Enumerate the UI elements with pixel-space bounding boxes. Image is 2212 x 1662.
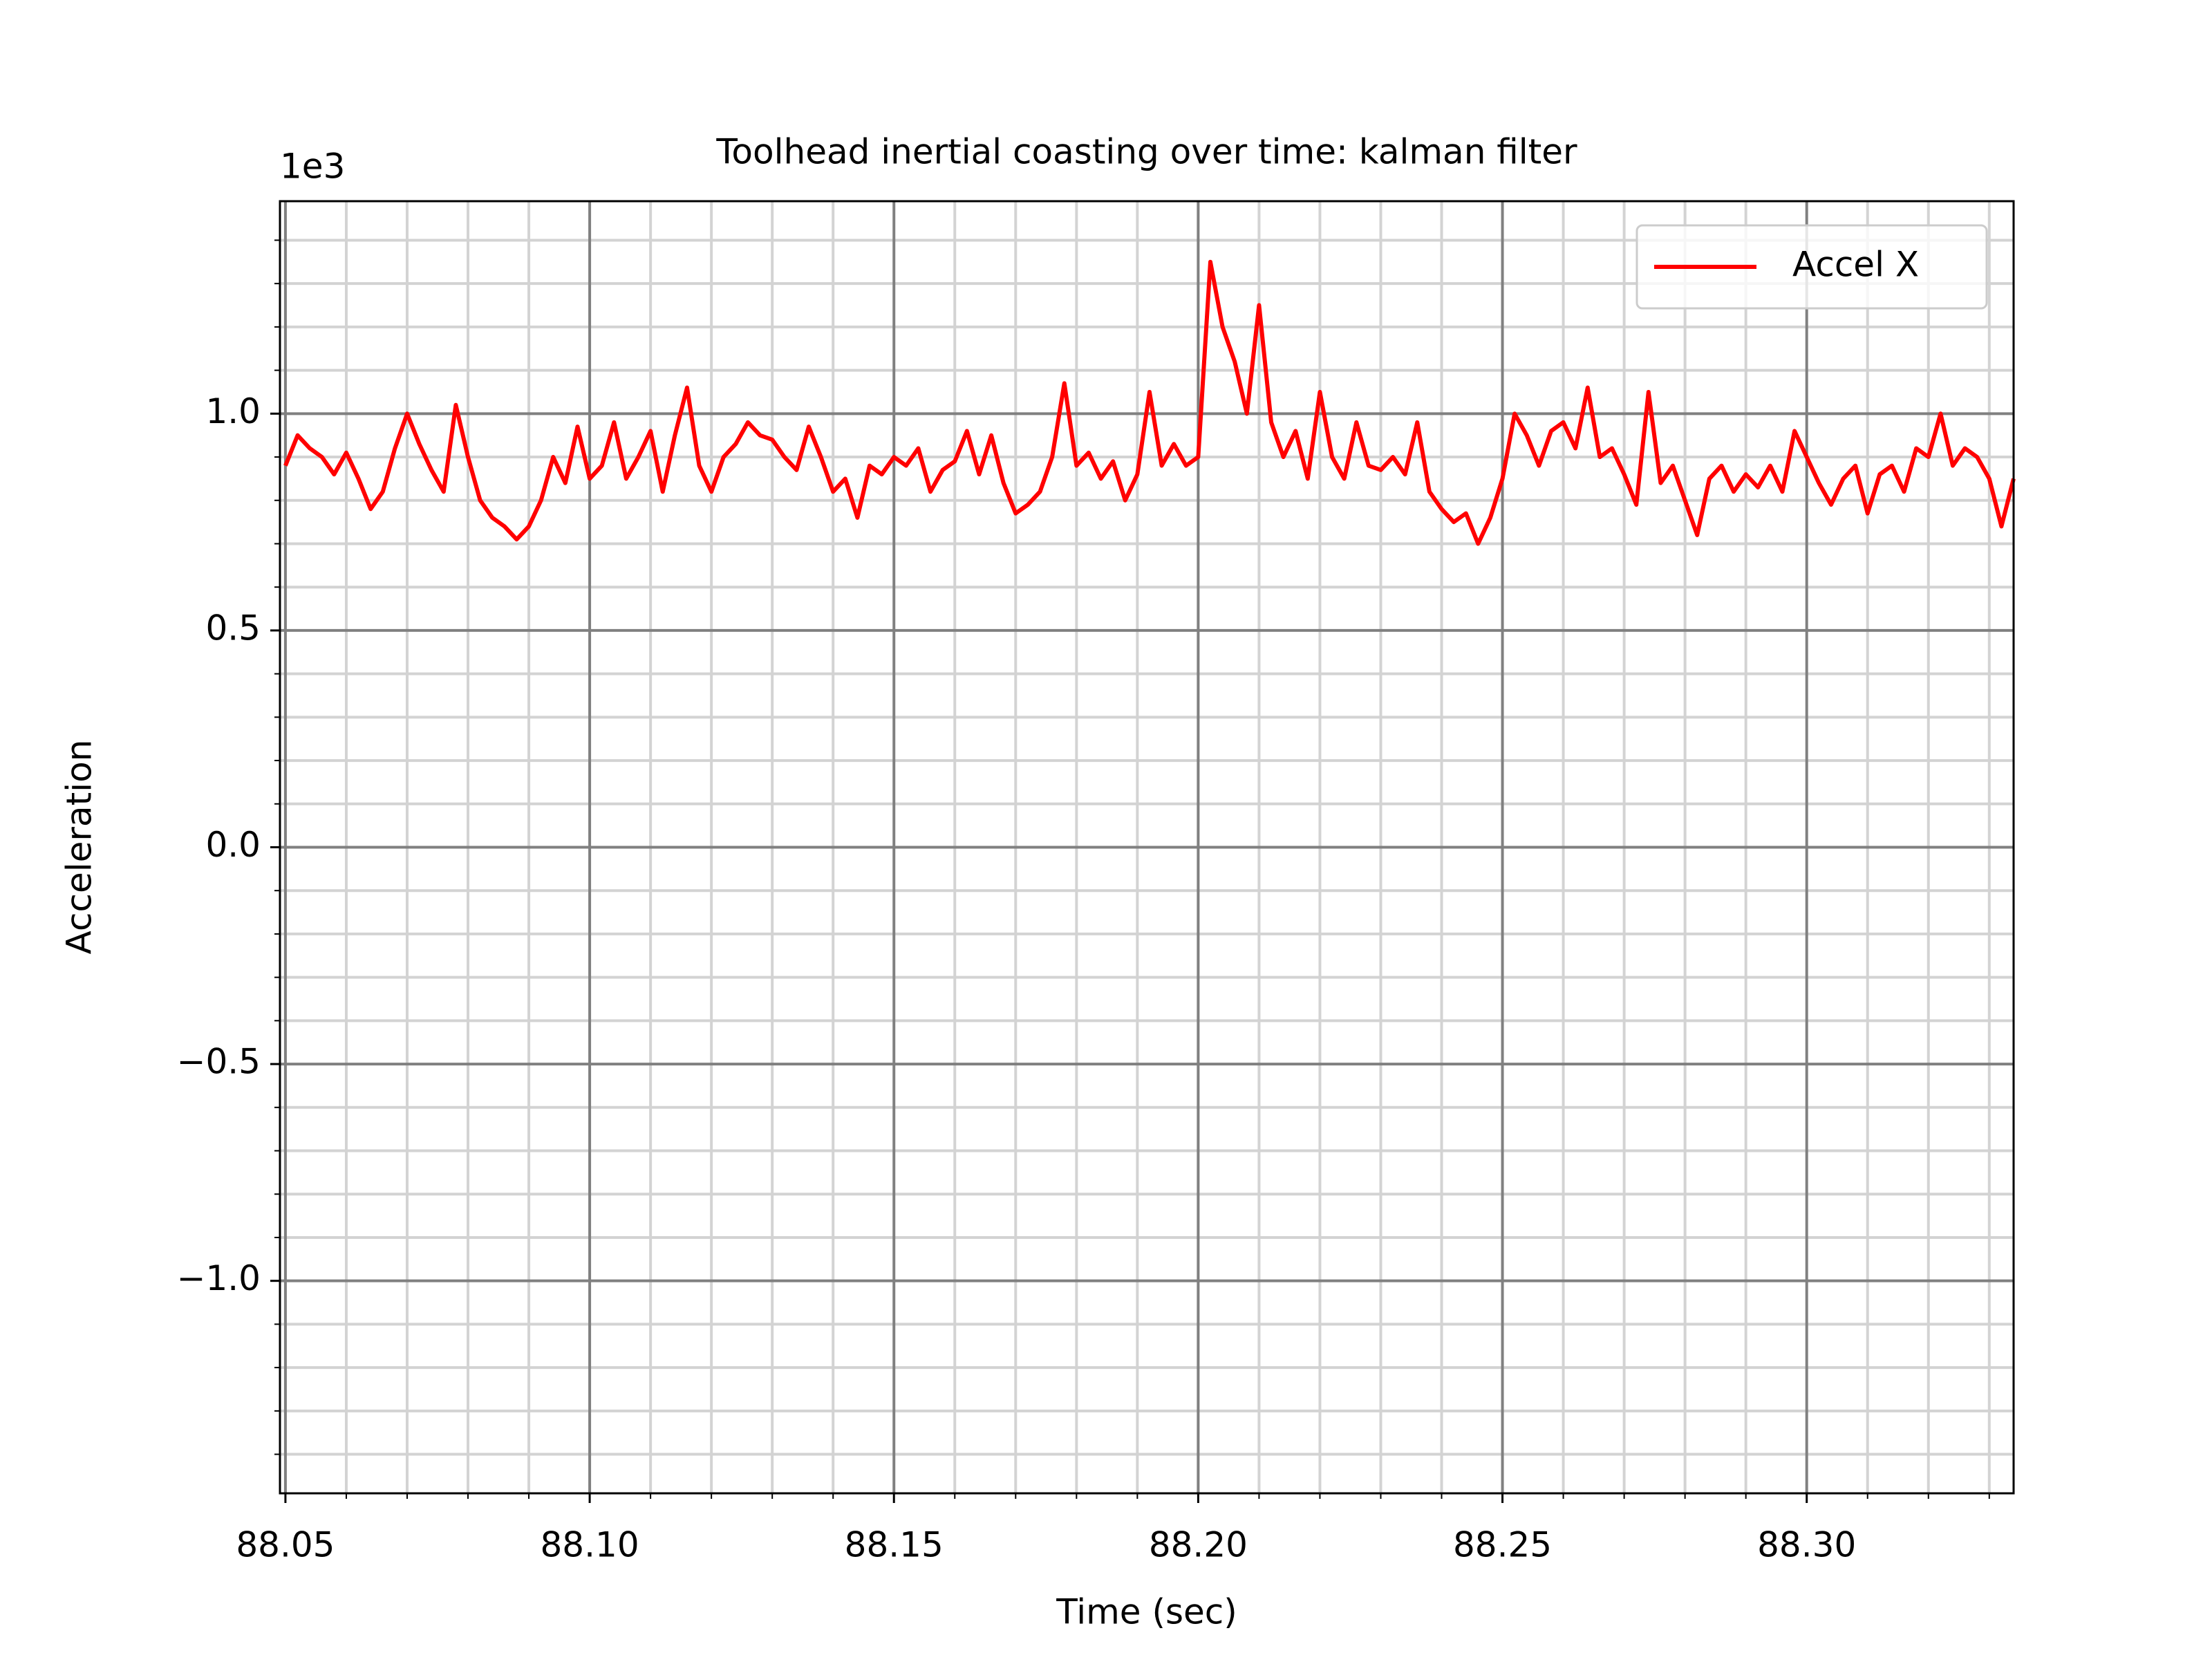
x-axis-label: Time (sec) bbox=[1056, 1592, 1237, 1632]
y-tick-label: 0.5 bbox=[205, 608, 261, 648]
y-tick-label: 0.0 bbox=[205, 825, 261, 865]
y-tick-label: −1.0 bbox=[177, 1258, 261, 1298]
legend-box bbox=[1635, 224, 1988, 310]
x-tick-label: 88.05 bbox=[236, 1525, 335, 1565]
x-tick-label: 88.10 bbox=[541, 1525, 639, 1565]
chart-title: Toolhead inertial coasting over time: ka… bbox=[715, 132, 1577, 172]
ticks: 88.05 88.10 88.15 88.20 88.25 88.30 −1.0 −0.5 0.… bbox=[177, 239, 1990, 1565]
x-tick-label: 88.25 bbox=[1453, 1525, 1552, 1565]
data-line bbox=[283, 259, 2016, 546]
x-tick-label: 88.30 bbox=[1757, 1525, 1856, 1565]
legend-label: Accel X bbox=[1792, 245, 1919, 285]
plot-lines bbox=[283, 259, 2016, 546]
x-tick-label: 88.15 bbox=[845, 1525, 944, 1565]
y-tick-label: 1.0 bbox=[205, 391, 261, 431]
y-tick-label: −0.5 bbox=[177, 1042, 261, 1082]
y-axis-label: Acceleration bbox=[59, 740, 100, 955]
legend: Accel X bbox=[1635, 224, 1988, 310]
x-tick-label: 88.20 bbox=[1149, 1525, 1248, 1565]
offset-text: 1e3 bbox=[280, 147, 345, 187]
